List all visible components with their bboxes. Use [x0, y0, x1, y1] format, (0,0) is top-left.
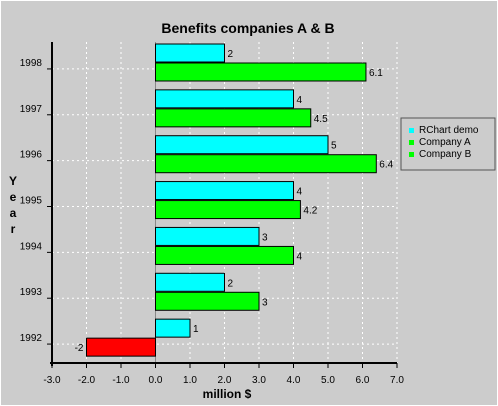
x-tick-label: -2.0: [78, 375, 96, 386]
data-label: 4: [297, 187, 303, 198]
data-label: 2: [228, 278, 234, 289]
chart-title: Benefits companies A & B: [161, 20, 334, 36]
data-label: 6.1: [369, 68, 383, 79]
bar-company-a-1995: [155, 200, 301, 220]
data-label: 3: [262, 297, 268, 308]
data-label: -2: [75, 343, 84, 354]
data-label: 4: [297, 95, 303, 106]
data-label: 4: [297, 251, 303, 262]
y-tick-label: 1992: [20, 333, 43, 344]
legend-swatch: [409, 152, 414, 157]
x-tick-label: 0.0: [149, 375, 163, 386]
y-tick-label: 1995: [20, 196, 43, 207]
bar-rchart-demo-1995: [155, 181, 294, 201]
bar-company-a-1997: [155, 108, 312, 128]
legend-label: Company A: [419, 137, 471, 148]
x-tick-label: -1.0: [112, 375, 130, 386]
y-tick-label: 1994: [20, 241, 43, 252]
data-label: 1: [193, 324, 199, 335]
bar-company-a-1994: [155, 245, 294, 265]
bar-company-a-1993: [155, 291, 260, 311]
y-tick-label: 1993: [20, 287, 43, 298]
y-tick-label: 1997: [20, 104, 43, 115]
x-tick-label: 6.0: [356, 375, 370, 386]
x-tick-label: 7.0: [390, 375, 404, 386]
data-label: 4.5: [314, 114, 328, 125]
x-tick-label: 4.0: [287, 375, 301, 386]
x-tick-label: 1.0: [183, 375, 197, 386]
bar-rchart-demo-1993: [155, 272, 225, 292]
bar-rchart-demo-1992: [155, 318, 191, 338]
legend-swatch: [409, 128, 414, 133]
bar-company-a-1996: [155, 154, 377, 174]
x-tick-label: 5.0: [321, 375, 335, 386]
bar-rchart-demo-1996: [155, 135, 329, 155]
bar-rchart-demo-1994: [155, 226, 260, 246]
y-tick-label: 1998: [20, 58, 43, 69]
bar-rchart-demo-1998: [155, 43, 225, 63]
bar-rchart-demo-1997: [155, 89, 294, 109]
data-label: 2: [228, 49, 234, 60]
data-label: 5: [331, 141, 337, 152]
x-tick-label: -3.0: [43, 375, 61, 386]
x-tick-label: 3.0: [252, 375, 266, 386]
legend-box: [400, 117, 496, 171]
bars: [86, 43, 377, 357]
bar-company-a-1998: [155, 62, 367, 82]
data-label: 4.2: [303, 206, 317, 217]
legend-label: Company B: [419, 149, 472, 160]
bar-company-a-1992: [86, 337, 156, 357]
y-tick-label: 1996: [20, 150, 43, 161]
x-axis-title: million $: [203, 387, 252, 401]
data-label: 3: [262, 232, 268, 243]
legend-label: RChart demo: [419, 125, 479, 136]
data-label: 6.4: [379, 160, 393, 171]
axes: -3.0 -2.0 -1.0 0.0 1.0 2.0 3.0 4.0 5.0 6.0 7.0 1992…: [20, 42, 404, 386]
legend-swatch: [409, 140, 414, 145]
x-tick-label: 2.0: [218, 375, 232, 386]
